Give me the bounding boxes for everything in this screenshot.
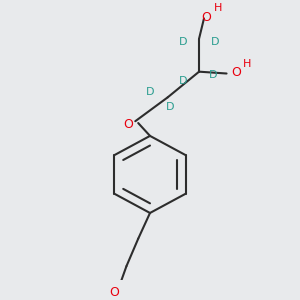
Text: H: H: [214, 3, 222, 14]
Text: D: D: [208, 70, 217, 80]
Text: D: D: [211, 37, 219, 47]
Text: D: D: [179, 76, 188, 86]
Text: H: H: [243, 59, 252, 69]
Text: D: D: [146, 87, 154, 97]
Text: O: O: [124, 118, 133, 131]
Text: O: O: [201, 11, 211, 24]
Text: O: O: [110, 286, 120, 299]
Text: O: O: [232, 66, 241, 79]
Text: D: D: [179, 37, 188, 47]
Text: D: D: [165, 101, 174, 112]
